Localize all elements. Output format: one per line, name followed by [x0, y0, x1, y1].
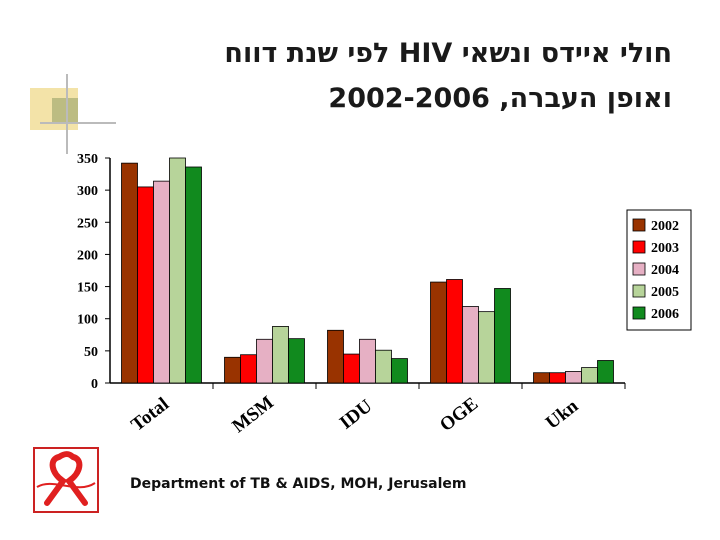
bar-IDU-2005 [375, 349, 392, 384]
bar-Ukn-2003 [549, 372, 566, 384]
bar-IDU-2003 [343, 353, 360, 384]
bar-OGE-2005 [478, 311, 495, 384]
y-tick-label: 300 [77, 184, 98, 199]
footer-credit: Department of TB & AIDS, MOH, Jerusalem [130, 476, 467, 492]
legend-label-2005: 2005 [651, 285, 679, 300]
y-tick-label: 200 [77, 248, 98, 263]
decor-line-vertical [66, 74, 68, 154]
decor-line-horizontal [40, 122, 116, 124]
bar-Ukn-2002 [533, 372, 550, 384]
bar-OGE-2004 [462, 306, 479, 384]
x-tick-label: IDU [336, 395, 377, 433]
bar-Ukn-2005 [581, 367, 598, 384]
decor-square-olive [52, 98, 78, 124]
bar-chart: 0 50 100 150 200 250 300 350 Total MSM IDU OGE Ukn 20… [77, 152, 692, 437]
legend-label-2003: 2003 [651, 241, 679, 256]
legend-swatch-2005 [632, 284, 646, 298]
legend-label-2002: 2002 [651, 219, 679, 234]
y-tick-label: 250 [77, 216, 98, 231]
bar-Ukn-2006 [597, 360, 614, 384]
legend-label-2004: 2004 [651, 263, 679, 278]
legend-swatch-2002 [632, 218, 646, 232]
bar-IDU-2006 [391, 358, 408, 384]
legend-swatch-2003 [632, 240, 646, 254]
bar-MSM-2006 [288, 338, 305, 384]
x-tick-label: Ukn [542, 395, 583, 433]
legend-swatch-2006 [632, 306, 646, 320]
x-tick-label: Total [127, 394, 173, 436]
bar-OGE-2002 [430, 281, 447, 384]
red-ribbon-icon [33, 447, 99, 513]
page-title: חולי איידס ונשאי HIV לפי שנת דווח [224, 38, 672, 69]
bar-Total-2006 [185, 166, 202, 384]
bar-Total-2004 [153, 180, 170, 384]
bar-IDU-2002 [327, 329, 344, 384]
bar-Total-2002 [121, 162, 138, 384]
bar-Total-2005 [169, 157, 186, 384]
y-tick-label: 50 [84, 345, 98, 360]
bar-MSM-2002 [224, 356, 241, 384]
bar-MSM-2005 [272, 326, 289, 384]
y-tick-label: 350 [77, 152, 98, 167]
bar-MSM-2004 [256, 338, 273, 384]
y-tick-label: 100 [77, 313, 98, 328]
bar-IDU-2004 [359, 338, 376, 384]
y-tick-label: 0 [91, 377, 98, 392]
legend-label-2006: 2006 [651, 307, 679, 322]
bar-Total-2003 [137, 186, 154, 384]
bar-Ukn-2004 [565, 371, 582, 384]
page-subtitle: ואופן העברה, 2002-2006 [328, 83, 672, 114]
x-tick-label: OGE [436, 393, 482, 436]
x-tick-label: MSM [228, 392, 278, 437]
bar-OGE-2006 [494, 288, 511, 384]
y-tick-label: 150 [77, 281, 98, 296]
bar-MSM-2003 [240, 354, 257, 384]
legend-swatch-2004 [632, 262, 646, 276]
bar-OGE-2003 [446, 279, 463, 384]
